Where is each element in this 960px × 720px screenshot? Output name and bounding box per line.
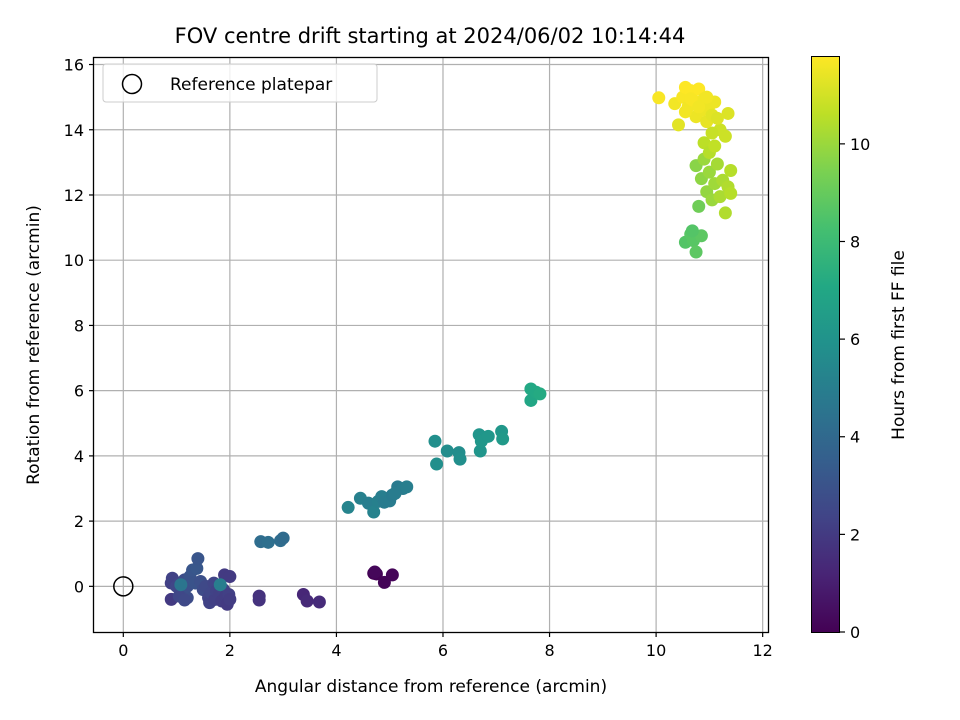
data-point xyxy=(685,224,699,238)
data-point xyxy=(341,500,355,514)
data-point xyxy=(678,105,692,119)
data-point xyxy=(191,552,205,566)
x-axis-label: Angular distance from reference (arcmin) xyxy=(255,677,607,697)
data-point xyxy=(300,594,314,608)
colorbar-tick-label: 2 xyxy=(850,525,860,544)
data-point xyxy=(702,165,716,179)
data-point xyxy=(223,592,237,606)
colorbar-gradient xyxy=(811,56,840,633)
data-point xyxy=(689,245,703,259)
data-point xyxy=(430,457,444,471)
colorbar-ticks: 0 2 4 6 8 10 xyxy=(840,135,870,642)
data-point xyxy=(440,444,454,458)
data-point xyxy=(428,434,442,448)
legend-box xyxy=(102,63,378,103)
data-point xyxy=(276,531,290,545)
colorbar-tick-label: 0 xyxy=(850,623,860,642)
data-point xyxy=(652,91,666,105)
data-point xyxy=(710,111,724,125)
legend: Reference platepar xyxy=(102,63,378,103)
y-tick-label: 0 xyxy=(74,577,84,596)
legend-label-reference: Reference platepar xyxy=(170,75,332,95)
data-point xyxy=(261,535,275,549)
data-point xyxy=(385,568,399,582)
data-point xyxy=(684,92,698,106)
colorbar-tick-label: 8 xyxy=(850,232,860,251)
data-point xyxy=(174,578,188,592)
y-axis: 0 2 4 6 8 10 12 14 16 xyxy=(64,56,94,596)
colorbar-label: Hours from first FF file xyxy=(889,250,909,440)
data-point xyxy=(692,82,706,96)
y-tick-label: 2 xyxy=(74,512,84,531)
data-point xyxy=(178,593,192,607)
data-point xyxy=(718,206,732,220)
data-point xyxy=(312,595,326,609)
data-point xyxy=(367,505,381,519)
data-point xyxy=(705,126,719,140)
colorbar xyxy=(811,56,840,633)
data-point xyxy=(213,578,227,592)
data-point xyxy=(692,100,706,114)
plot-frame xyxy=(92,56,770,634)
colorbar-tick-label: 10 xyxy=(850,135,870,154)
legend-marker-reference xyxy=(121,73,143,95)
x-tick-label: 10 xyxy=(646,641,666,660)
data-point xyxy=(533,387,547,401)
data-point xyxy=(697,136,711,150)
y-tick-label: 10 xyxy=(64,251,84,270)
x-tick-label: 8 xyxy=(544,641,554,660)
x-tick-label: 0 xyxy=(118,641,128,660)
data-point xyxy=(700,90,714,104)
data-point xyxy=(252,593,266,607)
y-tick-label: 12 xyxy=(64,186,84,205)
x-tick-label: 4 xyxy=(331,641,341,660)
y-tick-label: 16 xyxy=(64,56,84,75)
data-point xyxy=(453,452,467,466)
data-point xyxy=(223,570,237,584)
colorbar-tick-label: 4 xyxy=(850,428,860,447)
y-tick-label: 4 xyxy=(74,447,84,466)
data-point xyxy=(708,139,722,153)
x-tick-label: 12 xyxy=(752,641,772,660)
x-axis: 0 2 4 6 8 10 12 xyxy=(118,632,773,660)
scatter-points xyxy=(113,80,738,611)
data-point xyxy=(473,444,487,458)
y-tick-label: 6 xyxy=(74,382,84,401)
data-point xyxy=(481,429,495,443)
data-point xyxy=(496,432,510,446)
x-tick-label: 2 xyxy=(225,641,235,660)
data-point xyxy=(671,118,685,132)
y-tick-label: 14 xyxy=(64,121,84,140)
data-point xyxy=(388,486,402,500)
data-point xyxy=(721,106,735,120)
data-point xyxy=(710,157,724,171)
data-point xyxy=(190,561,204,575)
reference-point xyxy=(113,576,134,597)
data-point xyxy=(724,186,738,200)
data-point xyxy=(713,190,727,204)
y-tick-label: 8 xyxy=(74,316,84,335)
colorbar-tick-label: 6 xyxy=(850,330,860,349)
data-point xyxy=(400,480,414,494)
y-axis-label: Rotation from reference (arcmin) xyxy=(24,205,44,485)
chart-title: FOV centre drift starting at 2024/06/02 … xyxy=(175,24,686,48)
data-point xyxy=(368,565,382,579)
data-point xyxy=(692,199,706,213)
x-tick-label: 6 xyxy=(438,641,448,660)
data-point xyxy=(724,164,738,178)
